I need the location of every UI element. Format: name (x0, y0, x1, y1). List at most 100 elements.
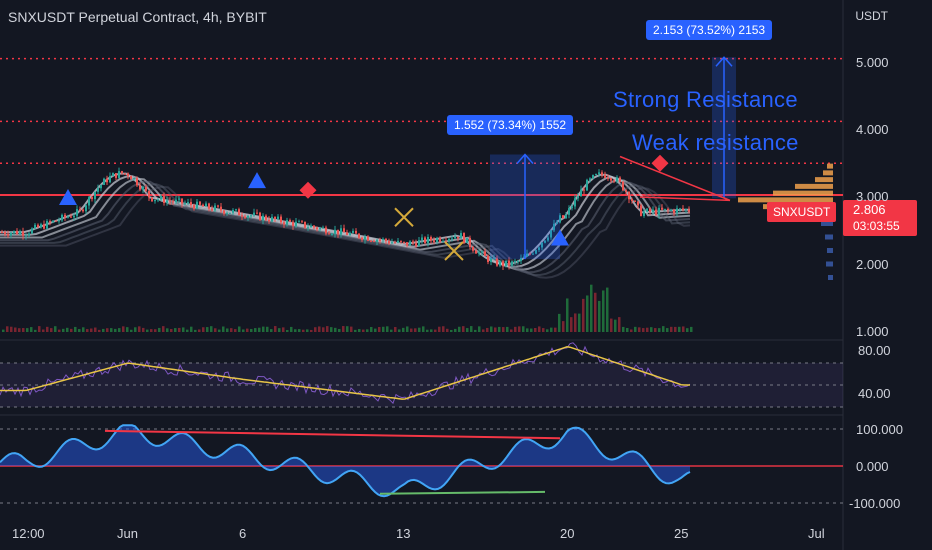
candle-body (379, 239, 381, 241)
volume-bar (550, 327, 553, 332)
candle-body (88, 197, 90, 206)
volume-profile-bar (823, 170, 833, 176)
candle-body (205, 203, 207, 207)
candle-body (22, 231, 24, 236)
candle-body (85, 205, 87, 212)
candle-body (604, 174, 606, 178)
ema-line-2 (0, 177, 691, 271)
volume-bar (66, 327, 69, 332)
candle-body (286, 220, 288, 225)
volume-bar (334, 327, 337, 332)
candle-body (292, 221, 294, 227)
candle-body (259, 212, 261, 221)
volume-bar (430, 329, 433, 332)
candle-body (253, 212, 255, 216)
volume-bar (450, 329, 453, 332)
volume-bar (138, 326, 141, 332)
candle-body (424, 237, 426, 243)
candle-body (304, 221, 306, 228)
candle-body (532, 253, 534, 255)
candle-body (511, 261, 513, 266)
candle-body (484, 251, 486, 256)
candle-body (385, 238, 387, 242)
volume-bar (278, 328, 281, 332)
volume-bar (554, 327, 557, 332)
candle-body (667, 208, 669, 211)
candle-body (448, 238, 450, 242)
candle-body (388, 241, 390, 244)
volume-bar (478, 326, 481, 332)
volume-bar (354, 329, 357, 332)
time-tick-jul: Jul (808, 526, 825, 541)
candle-body (541, 242, 543, 248)
volume-bar (686, 328, 689, 332)
osc-tick-100: 100.000 (856, 422, 903, 437)
candles (1, 167, 690, 270)
volume-bar (470, 326, 473, 332)
volume-bar (202, 327, 205, 332)
volume-bar (26, 328, 29, 332)
candle-body (25, 235, 27, 237)
volume-bar (522, 326, 525, 332)
volume-bar (378, 327, 381, 332)
candle-body (157, 199, 159, 201)
candle-body (145, 187, 147, 191)
candle-body (121, 171, 123, 174)
candle-body (547, 237, 549, 241)
ema-line-4 (0, 183, 691, 277)
candle-body (61, 214, 63, 221)
volume-bar (62, 328, 65, 332)
volume-bar (74, 326, 77, 332)
volume-bar (406, 326, 409, 332)
volume-bar (134, 327, 137, 332)
osc-line (0, 424, 691, 498)
candle-body (466, 237, 468, 243)
candle-body (97, 188, 99, 192)
volume-bar (14, 327, 17, 332)
candle-body (310, 225, 312, 228)
candle-body (442, 241, 444, 243)
time-tick-jun: Jun (117, 526, 138, 541)
candle-body (571, 206, 573, 209)
volume-bar (390, 329, 393, 332)
buy-signal-marker (551, 229, 569, 246)
volume-bar (286, 329, 289, 332)
candle-body (427, 237, 429, 243)
volume-profile-bar (828, 275, 833, 280)
volume-bar (350, 326, 353, 332)
volume-bar (618, 317, 621, 332)
volume-bar (222, 326, 225, 332)
bar-countdown: 03:03:55 (853, 219, 900, 233)
volume-profile-bar (826, 261, 833, 267)
candle-body (223, 210, 225, 214)
volume-bar (506, 326, 509, 332)
volume-bar (586, 295, 589, 332)
candle-body (367, 236, 369, 241)
volume-bar (290, 326, 293, 332)
price-tick-4: 4.000 (856, 122, 889, 137)
volume-bar (50, 328, 53, 332)
volume-bar (342, 326, 345, 332)
candle-body (40, 224, 42, 228)
volume-bar (46, 326, 49, 332)
volume-bar (382, 326, 385, 332)
volume-bar (362, 329, 365, 332)
volume-bar (338, 328, 341, 332)
candle-body (652, 209, 654, 212)
candle-body (4, 232, 6, 235)
volume-bar (386, 326, 389, 332)
volume-bar (466, 328, 469, 332)
candle-body (589, 178, 591, 180)
ema-line-3 (0, 180, 691, 274)
candle-body (598, 172, 600, 174)
volume-bar (650, 327, 653, 332)
volume-bar (474, 329, 477, 332)
currency-label: USDT (855, 9, 888, 23)
candle-body (142, 187, 144, 190)
candle-body (238, 209, 240, 216)
candle-body (94, 191, 96, 200)
volume-bar (646, 327, 649, 332)
candle-body (526, 253, 528, 257)
volume-bar (570, 317, 573, 332)
